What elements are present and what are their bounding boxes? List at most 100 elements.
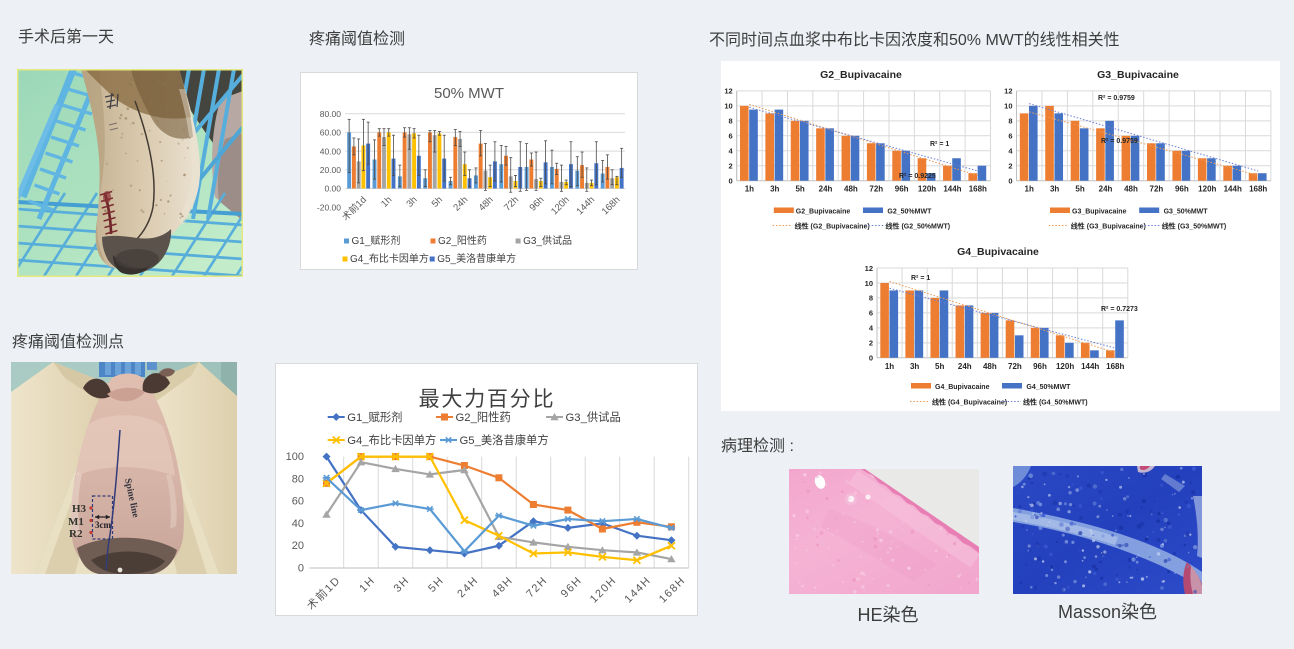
svg-text:24h: 24h [1099,185,1113,194]
svg-text:M1: M1 [68,516,84,528]
svg-text:5h: 5h [430,195,445,210]
svg-text:168h: 168h [1249,185,1267,194]
svg-text:5h: 5h [795,185,804,194]
svg-text:5H: 5H [426,574,447,595]
svg-text:R² = 0.7273: R² = 0.7273 [1101,306,1138,313]
svg-text:5h: 5h [935,362,944,371]
svg-text:R² = 0.9225: R² = 0.9225 [899,173,936,180]
svg-text:-20.00: -20.00 [317,202,341,212]
svg-text:3cm: 3cm [95,520,111,530]
svg-text:144h: 144h [1224,185,1242,194]
svg-text:60.00: 60.00 [320,128,342,138]
svg-text:G4_50%MWT: G4_50%MWT [1026,384,1071,391]
svg-text:60: 60 [292,496,304,508]
svg-text:3H: 3H [392,574,413,595]
svg-text:24h: 24h [819,185,833,194]
svg-text:1h: 1h [1025,185,1034,194]
svg-text:24h: 24h [958,362,972,371]
svg-text:48h: 48h [983,362,997,371]
svg-text:8: 8 [1008,117,1012,126]
svg-text:100: 100 [286,451,304,463]
svg-text:1h: 1h [379,195,394,210]
svg-text:80: 80 [292,473,304,485]
svg-text:G3_Bupivacaine: G3_Bupivacaine [1097,69,1179,81]
svg-text:G3_Bupivacaine: G3_Bupivacaine [1072,209,1127,216]
svg-text:168H: 168H [657,574,688,605]
svg-text:2: 2 [1008,162,1012,171]
svg-text:20: 20 [292,540,304,552]
svg-text:144H: 144H [622,574,653,605]
svg-text:8: 8 [869,294,873,303]
svg-text:R² = 1: R² = 1 [930,141,949,148]
svg-text:72h: 72h [869,185,883,194]
svg-text:0: 0 [298,563,304,575]
svg-text:5h: 5h [1075,185,1084,194]
svg-text:R2: R2 [69,528,83,540]
svg-text:48h: 48h [844,185,858,194]
svg-text:1H: 1H [357,574,378,595]
svg-text:R² = 0.9759: R² = 0.9759 [1098,95,1135,102]
svg-text:G2_Bupivacaine: G2_Bupivacaine [820,69,902,81]
svg-text:6: 6 [1008,132,1012,141]
svg-text:72h: 72h [1150,185,1164,194]
svg-text:72h: 72h [1008,362,1022,371]
svg-text:线性 (G2_Bupivacaine): 线性 (G2_Bupivacaine) [795,222,870,231]
svg-text:线性 (G3_50%MWT): 线性 (G3_50%MWT) [1162,222,1227,231]
svg-text:G3_供试品: G3_供试品 [523,234,572,247]
svg-text:1h: 1h [745,185,754,194]
svg-text:48h: 48h [1124,185,1138,194]
svg-text:96h: 96h [527,195,546,214]
svg-text:40.00: 40.00 [320,146,342,156]
svg-text:96H: 96H [559,574,585,600]
svg-text:1h: 1h [885,362,894,371]
svg-text:168h: 168h [969,185,987,194]
svg-text:G1_赋形剂: G1_赋形剂 [352,234,401,247]
svg-text:G1_赋形剂: G1_赋形剂 [347,410,402,424]
svg-text:80.00: 80.00 [320,109,342,119]
svg-text:R² = 0.9759: R² = 0.9759 [1101,138,1138,145]
svg-text:6: 6 [729,132,733,141]
svg-text:168h: 168h [1106,362,1124,371]
svg-text:线性 (G3_Bupivacaine): 线性 (G3_Bupivacaine) [1071,222,1146,231]
svg-text:12: 12 [724,87,732,96]
svg-text:72H: 72H [524,574,550,600]
svg-text:G3_供试品: G3_供试品 [566,410,621,424]
svg-text:3h: 3h [910,362,919,371]
svg-text:G4_Bupivacaine: G4_Bupivacaine [935,384,990,391]
svg-text:24H: 24H [455,574,481,600]
svg-text:G2_50%MWT: G2_50%MWT [887,209,932,216]
svg-text:3h: 3h [770,185,779,194]
svg-text:G2_阳性药: G2_阳性药 [438,234,487,247]
svg-text:4: 4 [1008,147,1013,156]
svg-text:G2_Bupivacaine: G2_Bupivacaine [796,209,851,216]
svg-text:50% MWT: 50% MWT [434,85,504,102]
svg-text:G5_美洛昔康单方: G5_美洛昔康单方 [460,433,549,447]
svg-text:G4_Bupivacaine: G4_Bupivacaine [957,246,1039,258]
svg-text:168h: 168h [600,195,623,218]
svg-text:10: 10 [724,102,732,111]
svg-text:G4_布比卡因单方: G4_布比卡因单方 [347,433,436,447]
svg-text:144h: 144h [574,195,597,218]
svg-text:6: 6 [869,309,873,318]
svg-text:144h: 144h [1081,362,1099,371]
svg-text:48H: 48H [490,574,516,600]
svg-text:72h: 72h [502,195,521,214]
svg-text:120h: 120h [549,195,572,218]
svg-text:术前1d: 术前1d [340,194,369,223]
svg-text:12: 12 [865,264,873,273]
svg-text:术前1D: 术前1D [304,573,344,613]
svg-text:120H: 120H [588,574,619,605]
svg-text:10: 10 [1004,102,1012,111]
svg-text:0: 0 [1008,177,1012,186]
svg-text:24h: 24h [451,195,470,214]
svg-text:48h: 48h [477,195,496,214]
svg-text:4: 4 [869,324,874,333]
svg-text:G5_美洛昔康单方: G5_美洛昔康单方 [437,252,516,265]
svg-text:40: 40 [292,518,304,530]
svg-text:20.00: 20.00 [320,165,342,175]
svg-text:96h: 96h [1033,362,1047,371]
svg-text:H3: H3 [72,503,87,515]
svg-text:R² = 1: R² = 1 [911,275,930,282]
svg-text:0: 0 [869,354,873,363]
svg-text:10: 10 [865,279,873,288]
